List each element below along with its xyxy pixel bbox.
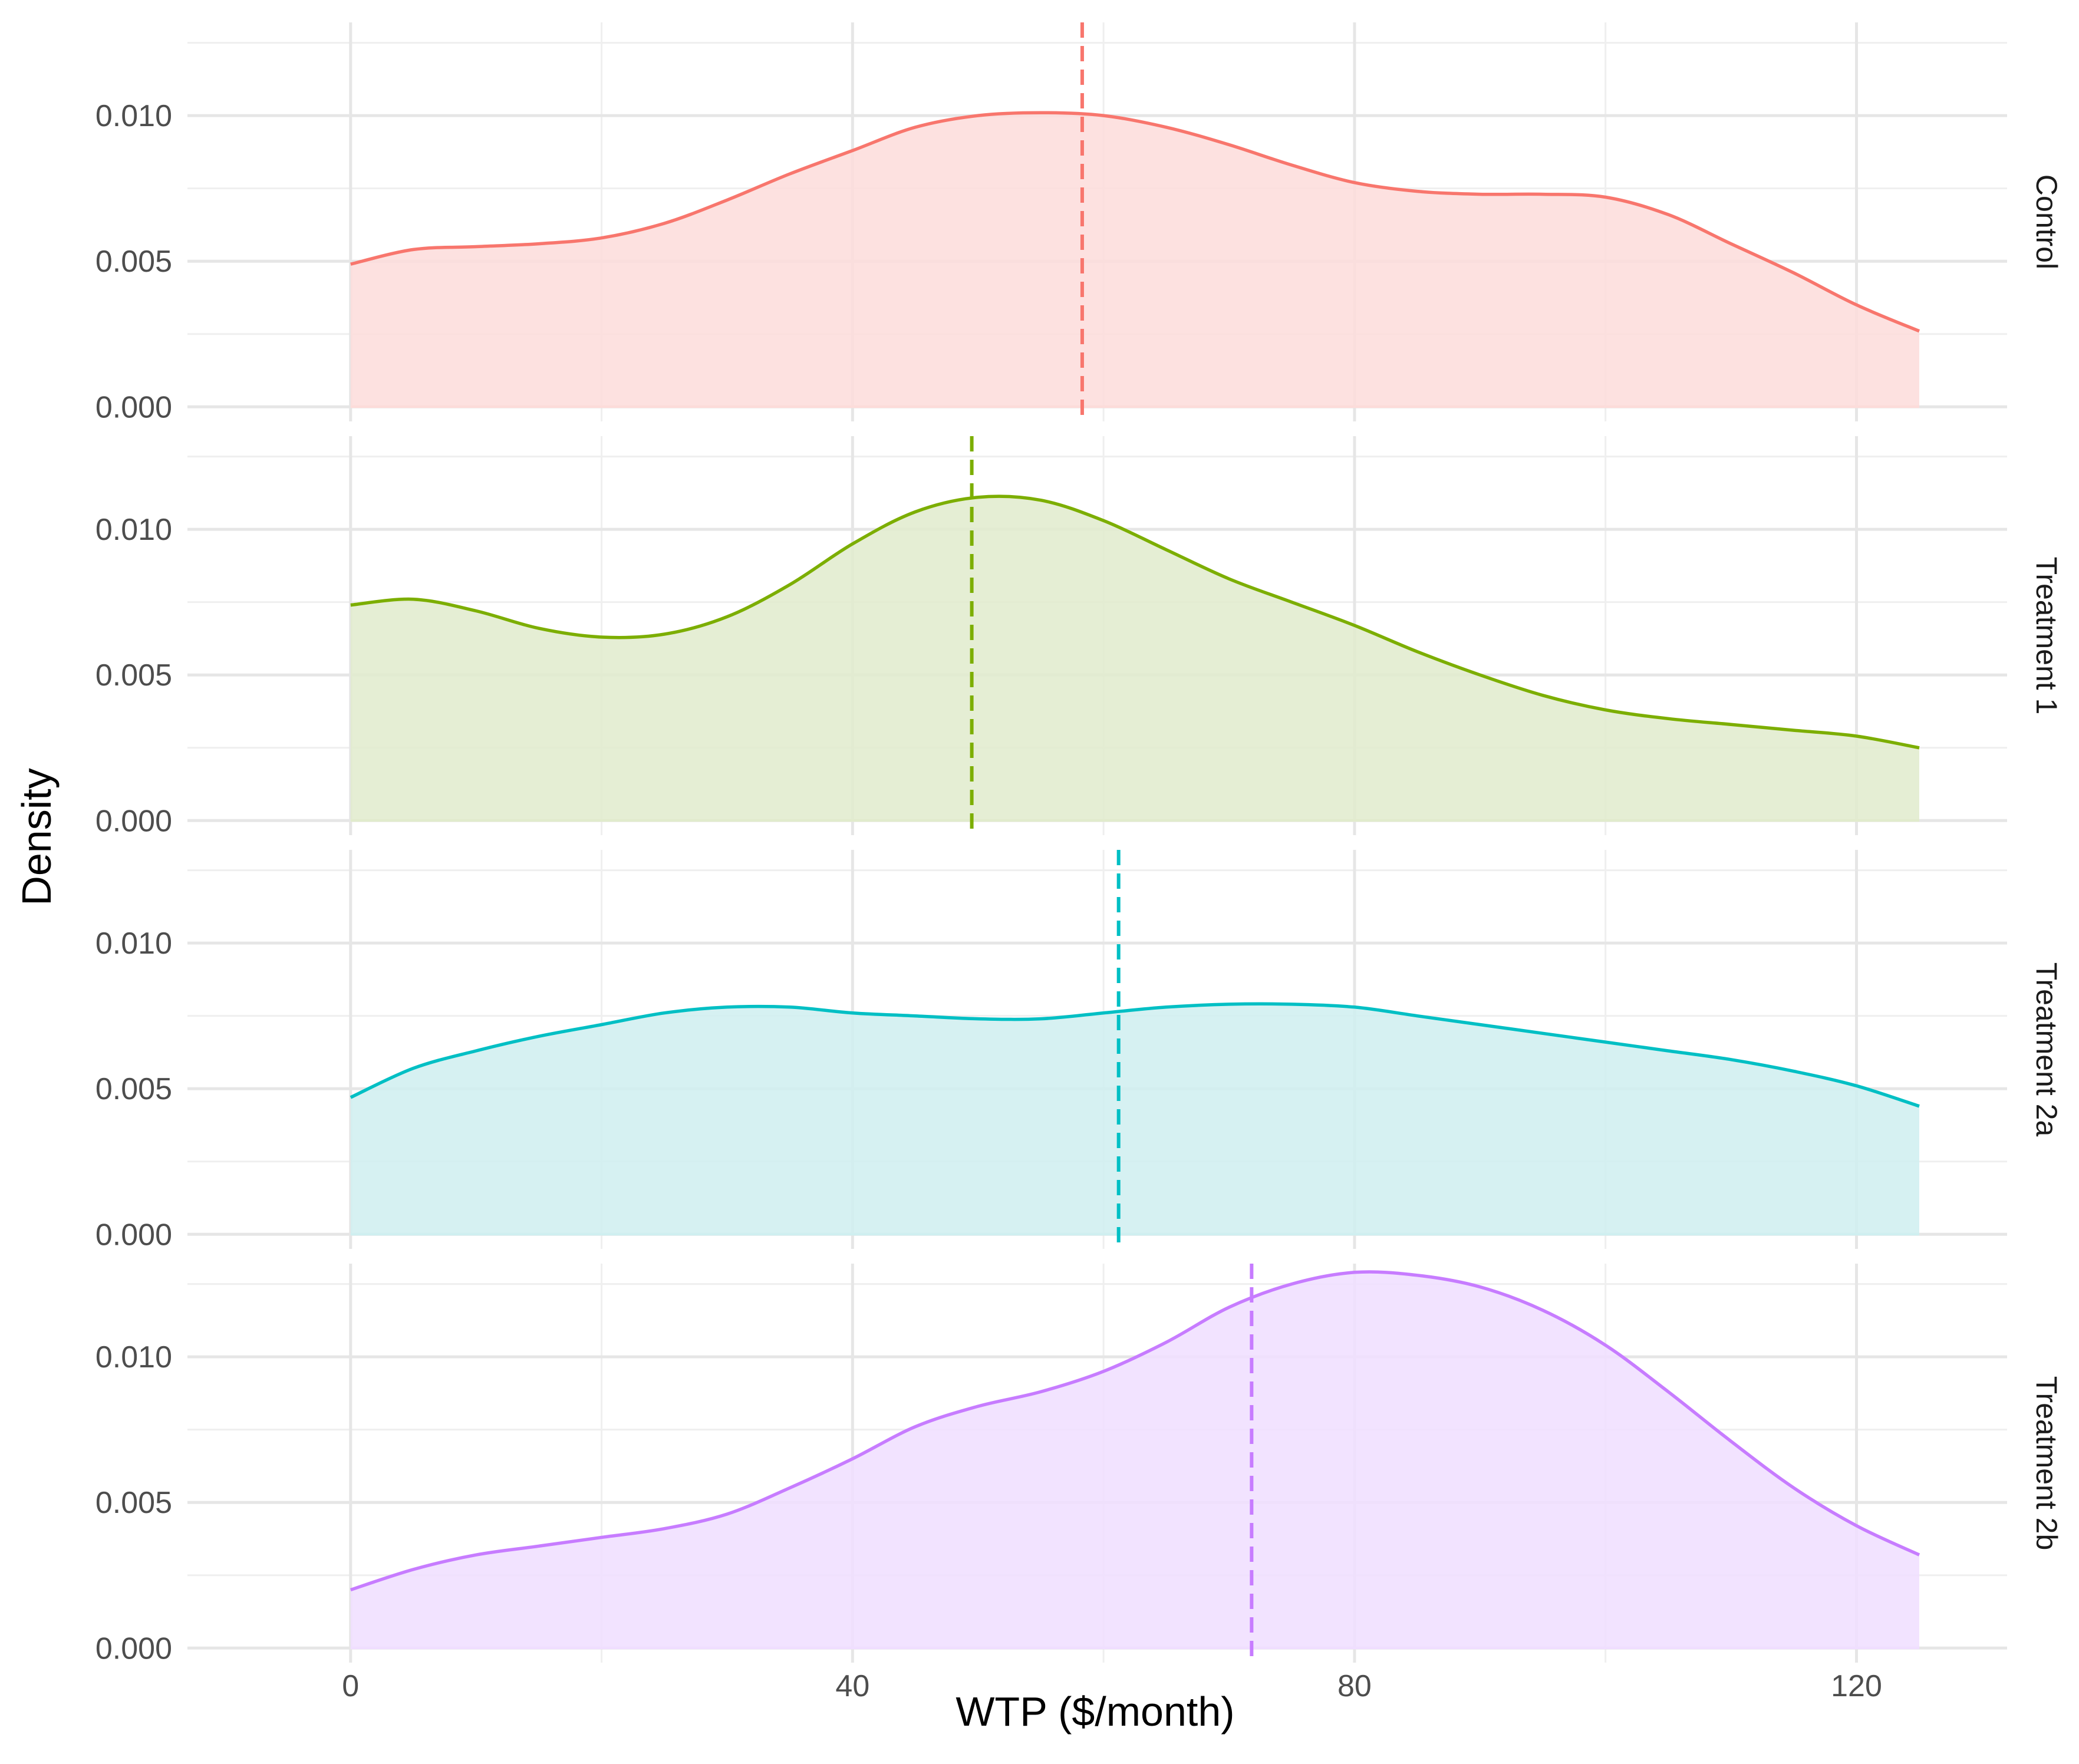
density-area bbox=[350, 496, 1919, 821]
y-tick-label: 0.005 bbox=[95, 658, 172, 693]
y-tick-label: 0.005 bbox=[95, 1486, 172, 1520]
y-tick-label: 0.000 bbox=[95, 1218, 172, 1252]
density-area bbox=[350, 1004, 1919, 1235]
facet-strip-label: Treatment 2a bbox=[2030, 962, 2063, 1137]
density-line bbox=[350, 1270, 1920, 1592]
facet-panels: 0.000 0.005 0.010 Control 0.000 0.005 0.010 Tre… bbox=[95, 22, 2063, 1666]
facet-strip-label: Treatment 2b bbox=[2030, 1376, 2063, 1551]
facet-panel-1: 0.000 0.005 0.010 Control bbox=[95, 22, 2063, 424]
y-tick-label: 0.010 bbox=[95, 99, 172, 133]
x-axis: 0 40 80 120 bbox=[342, 1669, 1882, 1703]
y-tick-label: 0.005 bbox=[95, 245, 172, 279]
y-tick-label: 0.000 bbox=[95, 804, 172, 838]
density-line bbox=[350, 1002, 1920, 1108]
facet-panel-3: 0.000 0.005 0.010 Treatment 2a bbox=[95, 850, 2063, 1252]
y-tick-label: 0.010 bbox=[95, 1340, 172, 1374]
y-axis-title: Density bbox=[14, 768, 60, 905]
facet-panel-4: 0.000 0.005 0.010 Treatment 2b bbox=[95, 1264, 2063, 1666]
density-area bbox=[350, 113, 1919, 407]
x-axis-title: WTP ($/month) bbox=[956, 1689, 1234, 1735]
y-tick-label: 0.010 bbox=[95, 513, 172, 547]
y-tick-label: 0.000 bbox=[95, 1631, 172, 1666]
x-tick-label: 0 bbox=[342, 1669, 359, 1703]
x-tick-label: 120 bbox=[1831, 1669, 1882, 1703]
density-line bbox=[350, 111, 1920, 333]
y-tick-label: 0.010 bbox=[95, 926, 172, 961]
y-tick-label: 0.005 bbox=[95, 1072, 172, 1106]
facet-strip-label: Control bbox=[2030, 174, 2063, 269]
density-area bbox=[350, 1271, 1919, 1648]
x-tick-label: 40 bbox=[835, 1669, 869, 1703]
facet-panel-2: 0.000 0.005 0.010 Treatment 1 bbox=[95, 436, 2063, 838]
facet-strip-label: Treatment 1 bbox=[2030, 557, 2063, 715]
x-tick-label: 80 bbox=[1337, 1669, 1372, 1703]
y-tick-label: 0.000 bbox=[95, 390, 172, 424]
density-line bbox=[350, 494, 1920, 750]
